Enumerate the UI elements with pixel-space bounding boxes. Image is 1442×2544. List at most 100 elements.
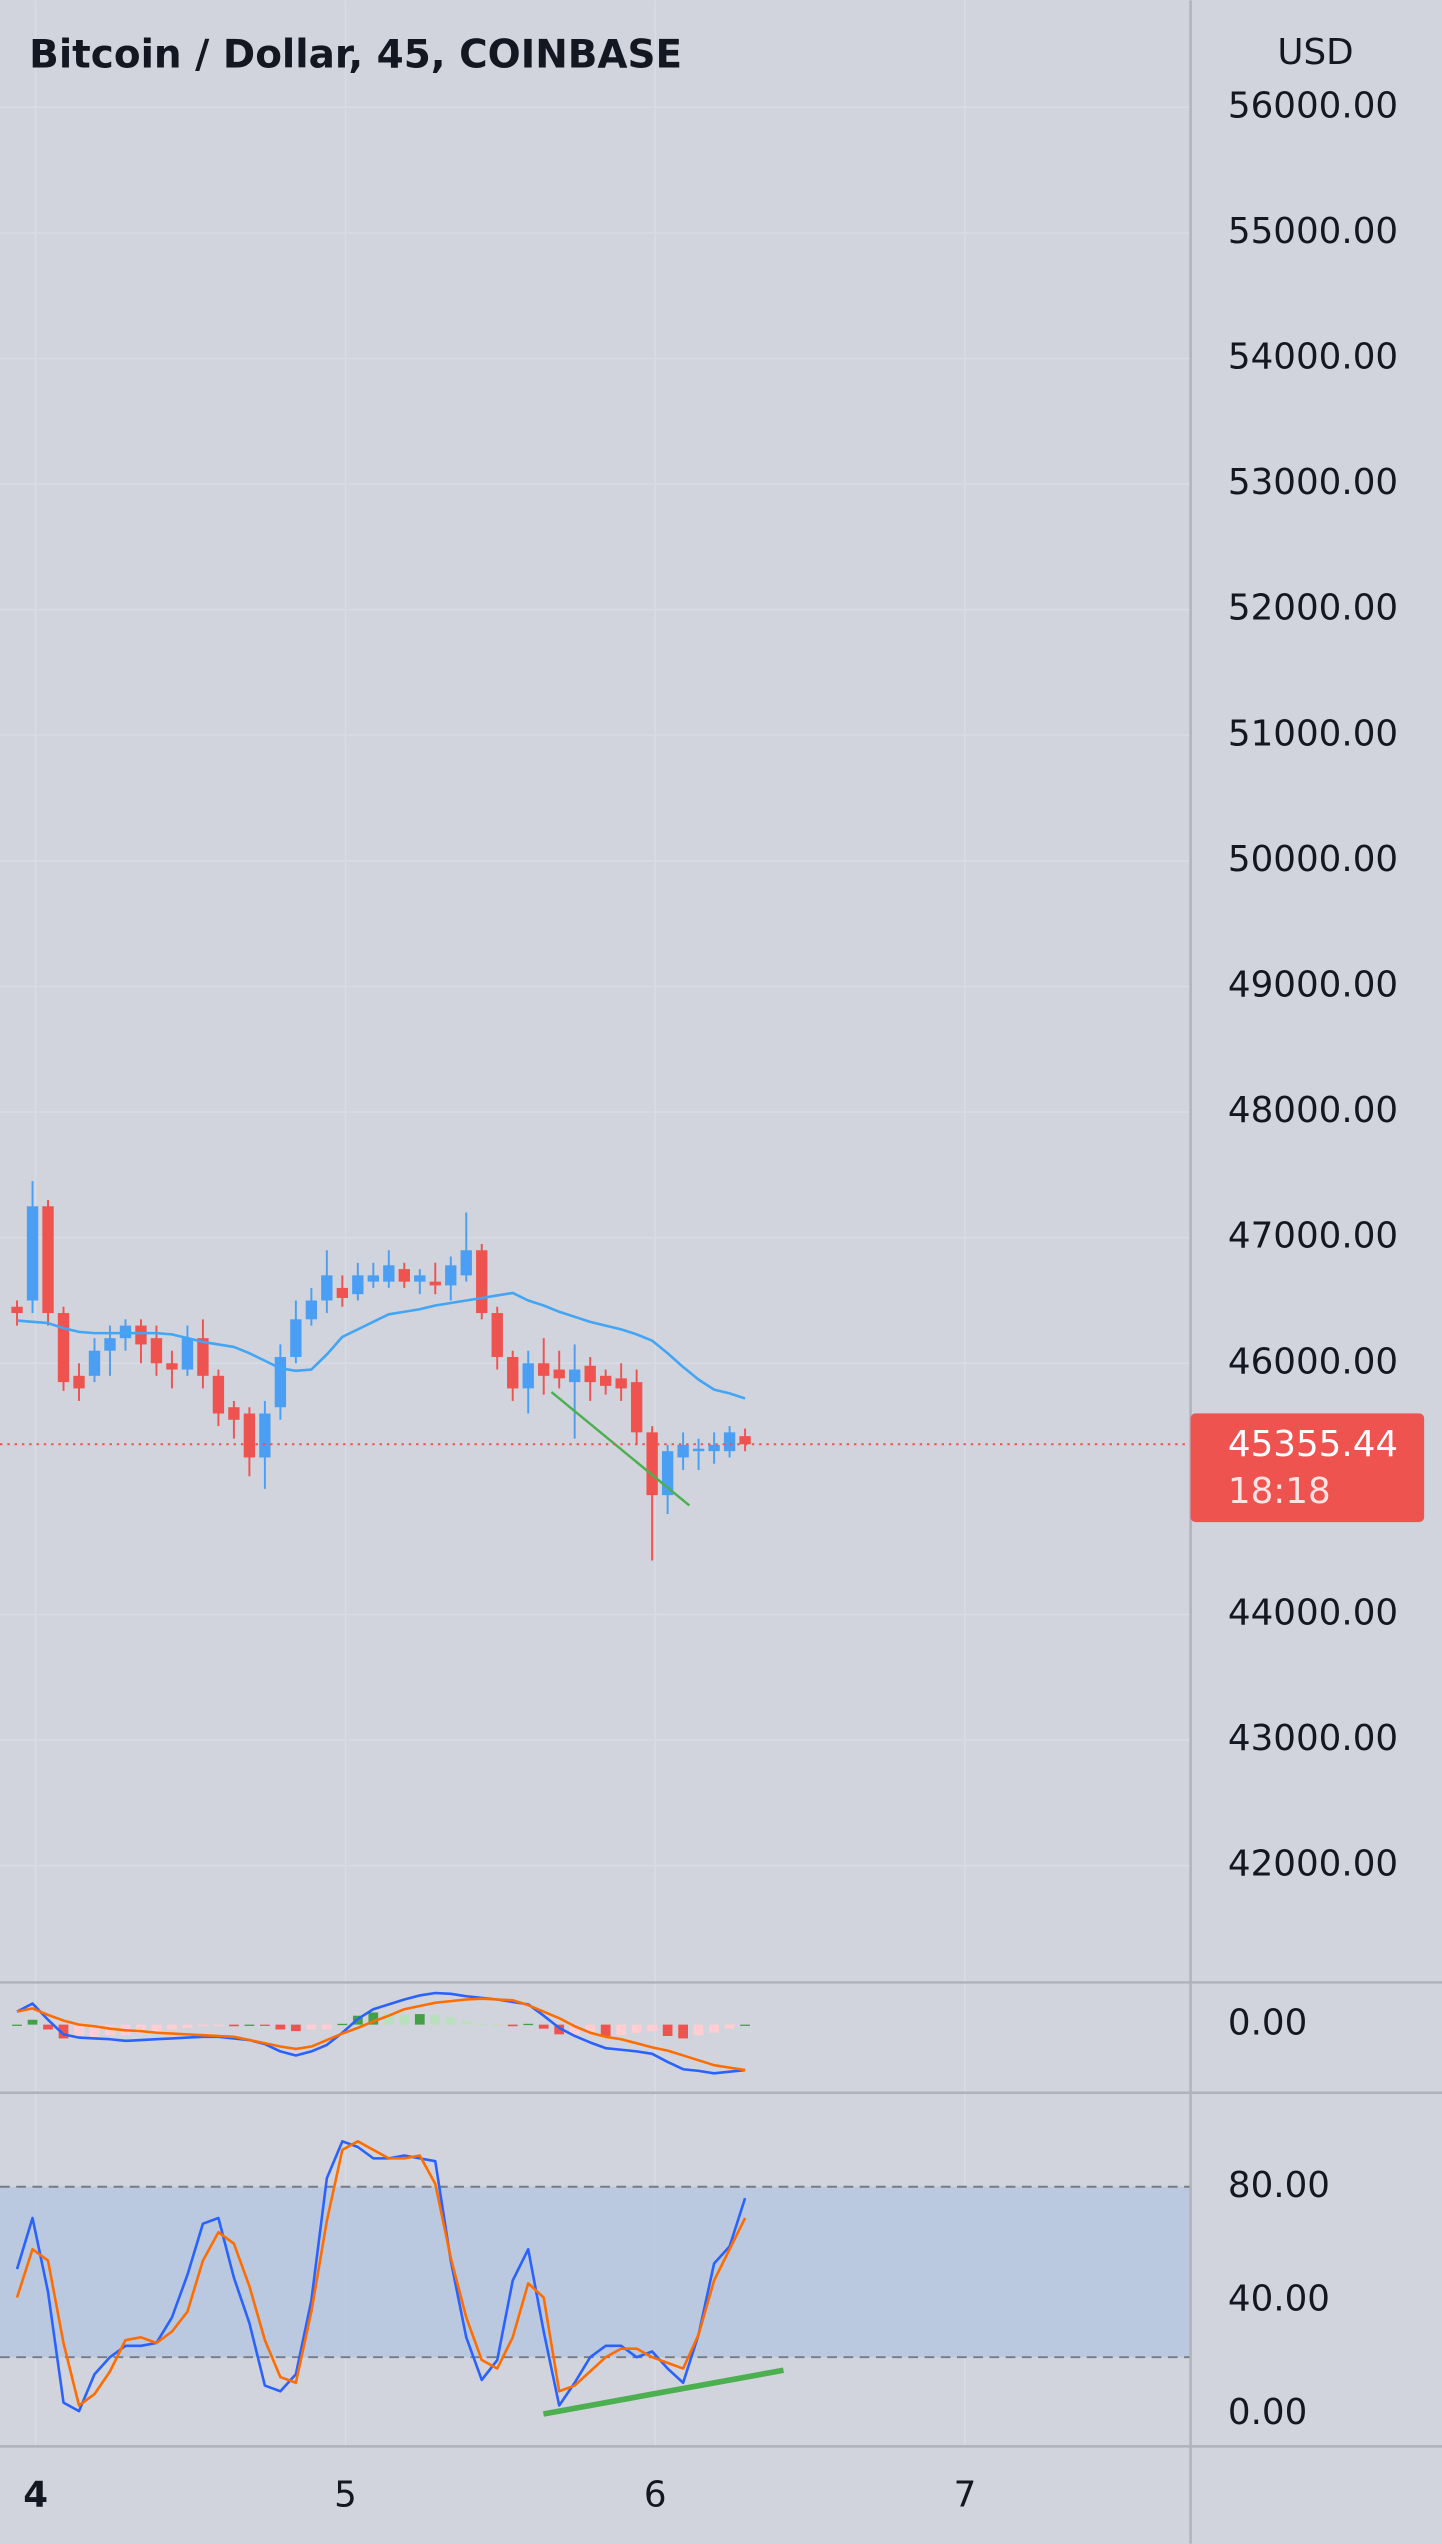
- candle-body: [460, 1250, 472, 1276]
- candle-body: [228, 1407, 240, 1420]
- candle-body: [522, 1363, 534, 1389]
- candle-body: [42, 1206, 54, 1314]
- candle-body: [321, 1275, 333, 1301]
- histogram-bar: [182, 2024, 193, 2028]
- histogram-bar: [631, 2024, 642, 2033]
- histogram-bar: [89, 2024, 100, 2037]
- histogram-bar: [430, 2014, 441, 2025]
- candle-body: [646, 1432, 658, 1496]
- y-tick-label: 40.00: [1228, 2278, 1330, 2319]
- histogram-bar: [136, 2024, 146, 2034]
- candle-body: [708, 1444, 720, 1452]
- candle-body: [739, 1436, 751, 1445]
- x-tick-label: 5: [334, 2475, 357, 2516]
- candle-body: [352, 1275, 364, 1295]
- histogram-bar: [414, 2014, 425, 2025]
- candle-body: [599, 1375, 612, 1386]
- candle-body: [197, 1338, 209, 1376]
- candle-body: [367, 1275, 379, 1282]
- histogram-bar: [275, 2024, 286, 2030]
- histogram-bar: [74, 2024, 84, 2038]
- candle-body: [507, 1356, 519, 1389]
- y-tick-label: 0.00: [1228, 2003, 1307, 2044]
- candle-body: [57, 1313, 70, 1383]
- candle-body: [615, 1378, 627, 1389]
- histogram-bar: [244, 2024, 255, 2026]
- candle-body: [88, 1350, 101, 1376]
- y-tick-label: 48000.00: [1228, 1090, 1398, 1131]
- candle-body: [135, 1325, 147, 1345]
- candle-body: [11, 1306, 23, 1314]
- histogram-bar: [229, 2024, 239, 2027]
- histogram-bar: [693, 2024, 704, 2036]
- histogram-bar: [337, 2023, 348, 2026]
- candle-body: [73, 1375, 85, 1389]
- candle-body: [414, 1275, 426, 1282]
- candle-body: [305, 1300, 318, 1320]
- y-tick-label: 52000.00: [1228, 588, 1398, 629]
- candle-body: [429, 1281, 441, 1286]
- y-tick-label: 56000.00: [1228, 85, 1398, 126]
- candle-body: [491, 1313, 503, 1357]
- band: [0, 2186, 1191, 2358]
- candle-body: [692, 1448, 705, 1452]
- candle-body: [181, 1338, 194, 1370]
- candle-body: [398, 1269, 410, 1282]
- histogram-bar: [167, 2024, 177, 2030]
- histogram-bar: [290, 2024, 301, 2032]
- y-tick-label: 50000.00: [1228, 839, 1398, 880]
- histogram-bar: [740, 2024, 750, 2026]
- histogram-bar: [58, 2024, 69, 2039]
- histogram-bar: [476, 2023, 487, 2026]
- y-tick-label: 54000.00: [1228, 337, 1398, 378]
- candle-body: [26, 1206, 39, 1301]
- indicator-line: [15, 2140, 747, 2407]
- last-price-label: 45355.44: [1228, 1424, 1398, 1465]
- candle-body: [290, 1319, 302, 1357]
- candle-body: [569, 1369, 581, 1383]
- y-tick-label: 43000.00: [1228, 1718, 1398, 1759]
- y-tick-label: 42000.00: [1228, 1844, 1398, 1885]
- chart-title: Bitcoin / Dollar, 45, COINBASE: [29, 33, 682, 78]
- histogram-bar: [368, 2012, 379, 2025]
- candle-body: [104, 1338, 116, 1351]
- histogram-bar: [600, 2024, 611, 2036]
- histogram-bar: [12, 2024, 22, 2026]
- histogram-bar: [616, 2024, 627, 2036]
- candle-body: [538, 1363, 550, 1376]
- histogram-bar: [213, 2024, 224, 2026]
- y-tick-label: 51000.00: [1228, 713, 1398, 754]
- histogram-bar: [198, 2024, 208, 2027]
- x-tick-label: 6: [644, 2475, 667, 2516]
- last-price-tag: [1190, 1413, 1425, 1523]
- candle-body: [212, 1375, 225, 1414]
- histogram-bar: [445, 2017, 456, 2025]
- candle-body: [243, 1413, 256, 1458]
- y-tick-label: 53000.00: [1228, 462, 1398, 503]
- axis-unit: USD: [1277, 32, 1353, 73]
- histogram-bar: [523, 2023, 534, 2026]
- histogram-bar: [709, 2024, 719, 2033]
- histogram-bar: [321, 2024, 332, 2030]
- candle-body: [584, 1365, 596, 1383]
- histogram-bar: [151, 2024, 162, 2032]
- histogram-bar: [507, 2024, 518, 2027]
- y-tick-label: 46000.00: [1228, 1341, 1398, 1382]
- histogram-bar: [538, 2024, 549, 2029]
- histogram-bar: [260, 2024, 270, 2026]
- y-tick-label: 0.00: [1228, 2392, 1307, 2433]
- histogram-bar: [383, 2013, 394, 2025]
- candle-body: [274, 1356, 287, 1408]
- candle-body: [445, 1265, 457, 1286]
- y-tick-label: 55000.00: [1228, 211, 1398, 252]
- candle-body: [723, 1432, 736, 1452]
- histogram-bar: [585, 2024, 596, 2035]
- histogram-bar: [43, 2024, 53, 2030]
- histogram-bar: [399, 2014, 410, 2025]
- axes: 56000.00 55000.00 54000.00 53000.00 52000.00…: [23, 85, 1425, 2516]
- trend-line: [542, 2367, 785, 2417]
- histogram-bar: [647, 2024, 658, 2032]
